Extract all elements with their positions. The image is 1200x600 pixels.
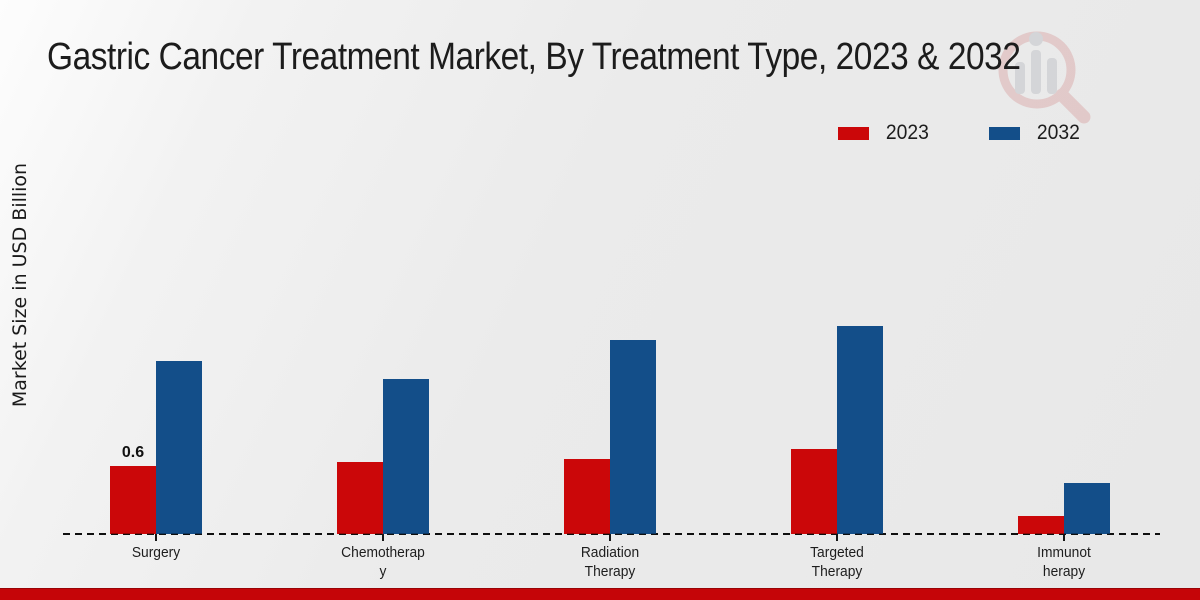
x-label-targeted-therapy: Targeted Therapy (810, 544, 864, 580)
x-tick-targeted-therapy (836, 534, 838, 541)
x-axis-baseline-overlay (63, 533, 1160, 535)
x-tick-radiation-therapy (609, 534, 611, 541)
bar-2023-immunotherapy (1018, 515, 1064, 534)
x-axis-baseline (63, 533, 1160, 535)
x-tick-surgery (155, 534, 157, 541)
legend-label-2023: 2023 (885, 121, 929, 144)
bar-2023-targeted-therapy (791, 449, 837, 534)
bar-2023-radiation-therapy (564, 459, 610, 534)
x-label-surgery: Surgery (131, 544, 181, 561)
legend-swatch-2023 (838, 126, 869, 140)
y-axis-label: Market Size in USD Billion (9, 162, 31, 408)
x-tick-chemotherapy (382, 534, 384, 541)
x-tick-immunotherapy (1063, 534, 1065, 541)
bar-2032-immunotherapy (1064, 483, 1110, 534)
bar-2032-radiation-therapy (610, 339, 656, 534)
bar-2032-surgery (156, 361, 202, 534)
bar-2032-targeted-therapy (837, 326, 883, 534)
magnifier-bar-chart-logo-icon (998, 31, 1091, 124)
chart-title: Gastric Cancer Treatment Market, By Trea… (47, 36, 1021, 78)
legend-swatch-2032 (988, 126, 1020, 140)
x-label-radiation-therapy: Radiation Therapy (580, 544, 640, 580)
legend-label-2032: 2032 (1036, 121, 1080, 144)
x-label-chemotherapy: Chemotherap y (341, 544, 425, 580)
legend: 2023 2032 (838, 121, 1081, 145)
footer-accent-bar (0, 588, 1200, 600)
bar-2023-surgery (110, 466, 156, 534)
bar-2032-chemotherapy (383, 379, 429, 534)
x-label-immunotherapy: Immunot herapy (1037, 544, 1091, 580)
data-label-2023-surgery: 0.6 (121, 444, 145, 462)
legend-item-2032: 2032 (988, 121, 1082, 145)
legend-item-2023: 2023 (838, 121, 931, 145)
bar-2023-chemotherapy (337, 461, 383, 534)
